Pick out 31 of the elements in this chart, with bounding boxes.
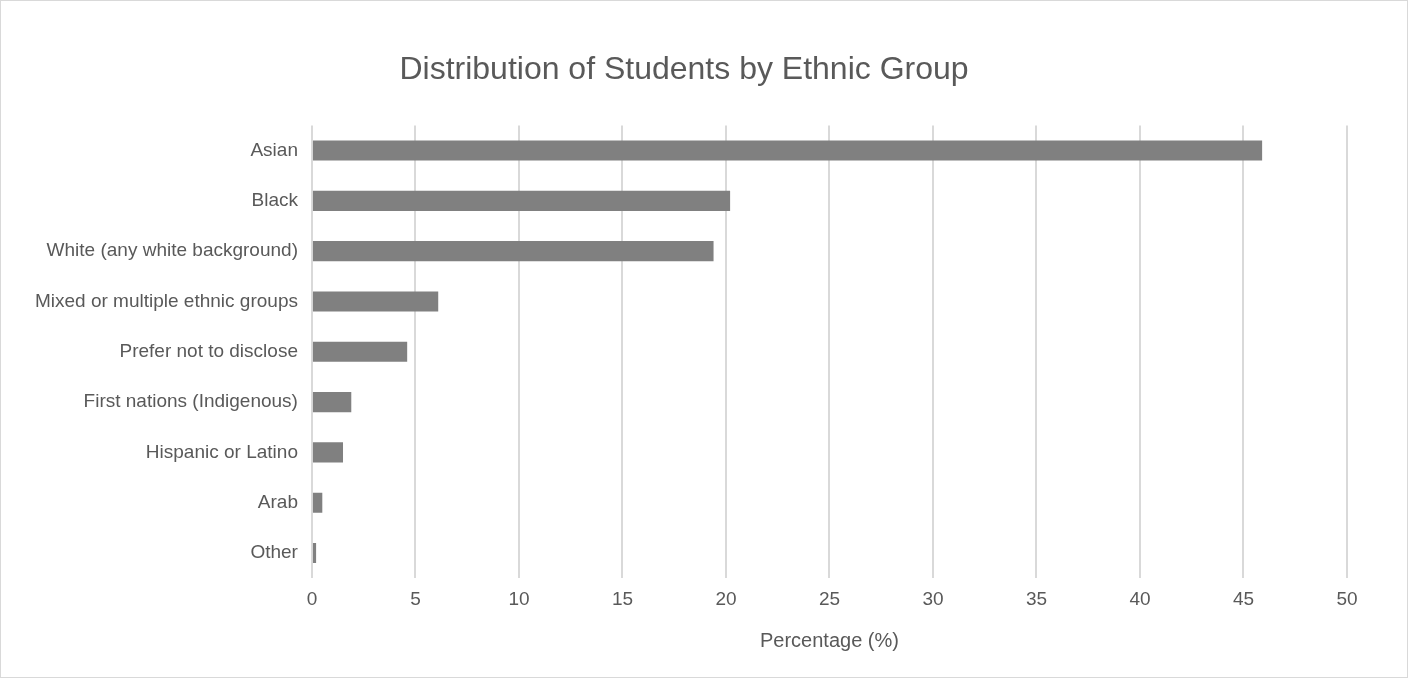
x-tick-label: 10 (508, 587, 530, 609)
bar (312, 241, 714, 262)
x-tick-label: 30 (922, 587, 944, 609)
bar (312, 341, 408, 362)
bar (312, 392, 352, 413)
y-tick-label: Mixed or multiple ethnic groups (34, 289, 298, 311)
y-tick-label: Hispanic or Latino (145, 440, 298, 462)
x-tick-label: 20 (715, 587, 737, 609)
y-tick-label: Prefer not to disclose (119, 340, 298, 362)
x-tick-label: 50 (1336, 587, 1358, 609)
bar (312, 492, 323, 513)
bar (312, 140, 1263, 161)
x-tick-label: 15 (611, 587, 634, 609)
x-tick-label: 35 (1025, 587, 1048, 609)
y-tick-label: Black (251, 189, 299, 211)
x-tick-label: 5 (410, 587, 421, 609)
y-tick-label: Arab (257, 490, 298, 512)
y-tick-label: Asian (250, 138, 298, 160)
bar (312, 190, 731, 211)
x-axis-title: Percentage (%) (759, 628, 899, 651)
bar (312, 291, 439, 312)
y-tick-label: White (any white background) (46, 239, 298, 261)
x-tick-label: 45 (1232, 587, 1255, 609)
x-tick-label: 40 (1129, 587, 1151, 609)
y-tick-label: First nations (Indigenous) (83, 390, 298, 412)
bar (312, 542, 317, 564)
x-tick-label: 25 (818, 587, 841, 609)
y-tick-label: Other (250, 541, 299, 563)
bar (312, 442, 344, 463)
chart-title: Distribution of Students by Ethnic Group (399, 50, 969, 87)
x-tick-label: 0 (306, 587, 318, 609)
